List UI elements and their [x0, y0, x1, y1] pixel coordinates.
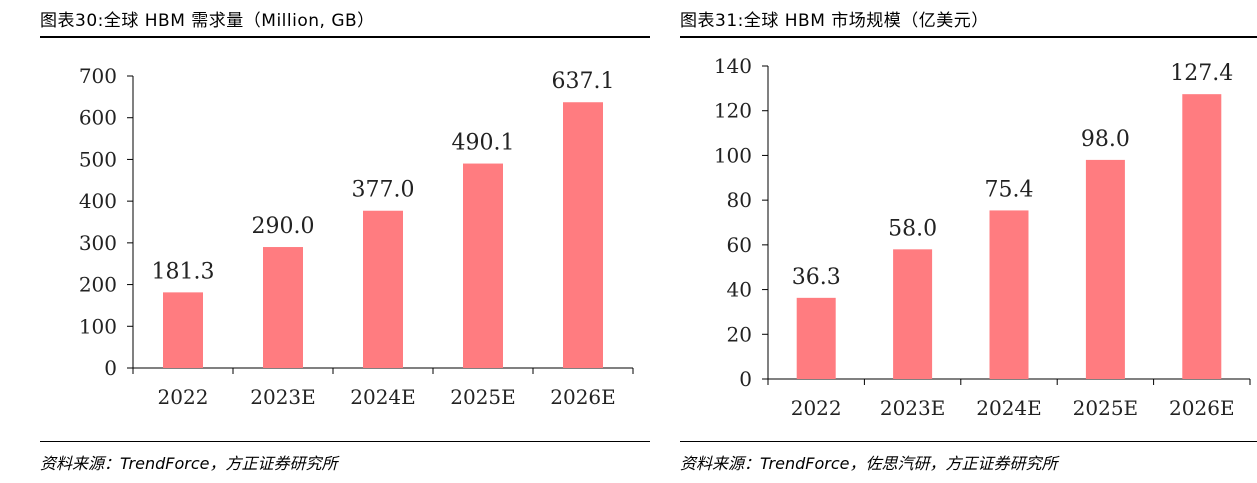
bar — [893, 249, 933, 379]
y-tick-label: 400 — [79, 189, 117, 213]
chart-title: 图表31:全球 HBM 市场规模（亿美元） — [680, 11, 989, 31]
y-tick-label: 200 — [79, 273, 117, 297]
data-label: 290.0 — [252, 214, 315, 239]
x-tick-label: 2022 — [791, 396, 842, 420]
y-tick-label: 100 — [714, 143, 752, 167]
y-tick-label: 80 — [727, 188, 752, 212]
data-label: 377.0 — [352, 178, 415, 203]
bar — [1085, 159, 1125, 379]
data-label: 490.1 — [452, 131, 515, 156]
title-rule — [40, 36, 650, 38]
y-tick-label: 120 — [714, 99, 752, 123]
bar-chart-market-size: 0 20 40 60 80 100 120 140 36.3 2022 58.0 2023E 75.4 2… — [714, 54, 1251, 420]
y-tick-label: 60 — [727, 233, 752, 257]
x-tick-label: 2025E — [1073, 396, 1139, 420]
data-label: 58.0 — [888, 216, 937, 241]
x-tick-label: 2023E — [880, 396, 946, 420]
source-rule — [680, 441, 1257, 442]
y-tick-label: 140 — [714, 54, 752, 78]
y-tick-label: 300 — [79, 231, 117, 255]
chart-panel-demand: 图表30:全球 HBM 需求量（Million, GB） 0 100 200 300 4… — [40, 11, 650, 473]
bar — [363, 210, 403, 368]
x-tick-label: 2025E — [450, 385, 516, 409]
x-tick-label: 2024E — [350, 385, 416, 409]
bar — [796, 297, 836, 379]
data-label: 75.4 — [985, 177, 1034, 202]
y-tick-label: 20 — [727, 322, 752, 346]
chart-panel-market-size: 图表31:全球 HBM 市场规模（亿美元） 0 20 40 60 80 100 120 140… — [672, 0, 1257, 483]
y-tick-label: 0 — [739, 367, 752, 391]
bar — [263, 247, 303, 368]
y-tick-label: 600 — [79, 106, 117, 130]
y-tick-label: 40 — [727, 278, 752, 302]
source-note: 资料来源：TrendForce，方正证券研究所 — [40, 454, 338, 473]
source-note: 资料来源：TrendForce，佐思汽研，方正证券研究所 — [680, 454, 1058, 473]
x-tick-label: 2023E — [250, 385, 316, 409]
bar — [463, 163, 503, 368]
chart-title: 图表30:全球 HBM 需求量（Million, GB） — [40, 11, 375, 31]
bar — [989, 210, 1029, 379]
x-tick-label: 2026E — [550, 385, 616, 409]
y-tick-label: 100 — [79, 314, 117, 338]
y-tick-label: 500 — [79, 147, 117, 171]
y-tick-label: 0 — [104, 356, 117, 380]
x-tick-label: 2026E — [1169, 396, 1235, 420]
x-tick-label: 2022 — [158, 385, 209, 409]
source-rule — [40, 441, 650, 442]
bar — [163, 292, 203, 368]
x-tick-label: 2024E — [976, 396, 1042, 420]
bar — [563, 102, 603, 369]
bar-chart-demand: 0 100 200 300 400 500 600 700 181.3 2022 290.0 2023… — [79, 64, 634, 409]
bar — [1182, 94, 1222, 380]
data-label: 637.1 — [552, 69, 615, 94]
data-label: 98.0 — [1081, 127, 1130, 152]
data-label: 127.4 — [1170, 61, 1233, 86]
data-label: 181.3 — [152, 259, 215, 284]
title-rule — [680, 36, 1257, 38]
y-tick-label: 700 — [79, 64, 117, 88]
data-label: 36.3 — [792, 265, 841, 290]
